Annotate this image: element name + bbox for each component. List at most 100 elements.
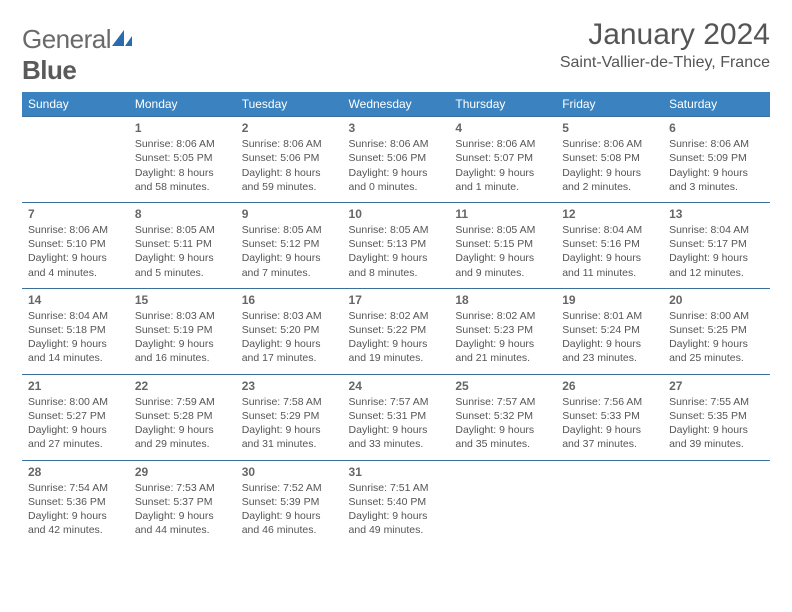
day-cell: 22Sunrise: 7:59 AMSunset: 5:28 PMDayligh… [129,374,236,460]
day-number: 10 [349,206,444,222]
day-number: 26 [562,378,657,394]
day-detail: Sunrise: 8:02 AM [455,309,550,323]
day-number: 4 [455,120,550,136]
day-cell: 5Sunrise: 8:06 AMSunset: 5:08 PMDaylight… [556,117,663,203]
day-cell: 29Sunrise: 7:53 AMSunset: 5:37 PMDayligh… [129,460,236,545]
day-number: 19 [562,292,657,308]
day-cell: 11Sunrise: 8:05 AMSunset: 5:15 PMDayligh… [449,202,556,288]
day-cell: 13Sunrise: 8:04 AMSunset: 5:17 PMDayligh… [663,202,770,288]
day-detail: Sunset: 5:06 PM [242,151,337,165]
day-detail: Sunrise: 7:59 AM [135,395,230,409]
day-detail: and 46 minutes. [242,523,337,537]
day-detail: Sunrise: 8:04 AM [562,223,657,237]
day-header: Saturday [663,92,770,117]
day-detail: Sunrise: 7:56 AM [562,395,657,409]
day-number: 3 [349,120,444,136]
day-cell: 18Sunrise: 8:02 AMSunset: 5:23 PMDayligh… [449,288,556,374]
day-header: Sunday [22,92,129,117]
day-detail: Daylight: 9 hours [242,509,337,523]
day-cell: 3Sunrise: 8:06 AMSunset: 5:06 PMDaylight… [343,117,450,203]
day-detail: Sunset: 5:27 PM [28,409,123,423]
day-detail: Daylight: 9 hours [669,251,764,265]
day-detail: Sunset: 5:18 PM [28,323,123,337]
calendar-body: 1Sunrise: 8:06 AMSunset: 5:05 PMDaylight… [22,117,770,546]
day-cell: 16Sunrise: 8:03 AMSunset: 5:20 PMDayligh… [236,288,343,374]
day-detail: and 49 minutes. [349,523,444,537]
day-detail: Sunrise: 8:06 AM [349,137,444,151]
day-cell: 23Sunrise: 7:58 AMSunset: 5:29 PMDayligh… [236,374,343,460]
day-cell: 1Sunrise: 8:06 AMSunset: 5:05 PMDaylight… [129,117,236,203]
day-detail: and 27 minutes. [28,437,123,451]
day-number: 30 [242,464,337,480]
day-detail: Daylight: 9 hours [28,251,123,265]
day-detail: and 21 minutes. [455,351,550,365]
day-detail: Sunrise: 8:05 AM [455,223,550,237]
day-number: 1 [135,120,230,136]
day-detail: Sunset: 5:31 PM [349,409,444,423]
day-detail: Daylight: 9 hours [135,423,230,437]
day-detail: Sunset: 5:06 PM [349,151,444,165]
day-detail: Sunrise: 8:06 AM [669,137,764,151]
header: GeneralBlue January 2024 Saint-Vallier-d… [22,18,770,86]
week-row: 14Sunrise: 8:04 AMSunset: 5:18 PM Dayligh… [22,288,770,374]
day-detail: Daylight: 9 hours [135,509,230,523]
day-detail: Daylight: 9 hours [349,423,444,437]
day-number: 31 [349,464,444,480]
page-title: January 2024 [560,18,770,52]
day-detail: and 33 minutes. [349,437,444,451]
day-cell: 25Sunrise: 7:57 AMSunset: 5:32 PMDayligh… [449,374,556,460]
day-cell [449,460,556,545]
day-detail: and 8 minutes. [349,266,444,280]
day-number: 5 [562,120,657,136]
day-detail: and 29 minutes. [135,437,230,451]
day-detail: Sunset: 5:33 PM [562,409,657,423]
day-detail: Sunrise: 8:03 AM [135,309,230,323]
day-detail: Daylight: 9 hours [242,423,337,437]
day-detail: Sunset: 5:40 PM [349,495,444,509]
day-number: 12 [562,206,657,222]
day-detail: Sunrise: 7:57 AM [455,395,550,409]
day-detail: Sunset: 5:19 PM [135,323,230,337]
day-detail: and 17 minutes. [242,351,337,365]
day-detail: Daylight: 9 hours [669,337,764,351]
day-detail: and 5 minutes. [135,266,230,280]
day-detail: Sunrise: 8:03 AM [242,309,337,323]
day-detail: Sunset: 5:10 PM [28,237,123,251]
day-cell: 20Sunrise: 8:00 AMSunset: 5:25 PMDayligh… [663,288,770,374]
day-detail: and 7 minutes. [242,266,337,280]
day-number: 7 [28,206,123,222]
day-detail: Sunrise: 8:00 AM [669,309,764,323]
day-detail: and 23 minutes. [562,351,657,365]
day-header: Friday [556,92,663,117]
day-detail: Sunset: 5:28 PM [135,409,230,423]
day-detail: Sunrise: 7:53 AM [135,481,230,495]
day-detail: Sunset: 5:07 PM [455,151,550,165]
day-detail: and 14 minutes. [28,351,123,365]
day-detail: Daylight: 9 hours [562,251,657,265]
day-detail: Daylight: 9 hours [349,251,444,265]
day-number: 14 [28,292,123,308]
day-detail: and 31 minutes. [242,437,337,451]
day-cell: 15Sunrise: 8:03 AMSunset: 5:19 PMDayligh… [129,288,236,374]
logo-sail-icon [112,24,132,54]
day-detail: Sunrise: 7:57 AM [349,395,444,409]
logo-text: GeneralBlue [22,24,132,86]
day-detail: Daylight: 9 hours [669,166,764,180]
day-cell: 31Sunrise: 7:51 AMSunset: 5:40 PMDayligh… [343,460,450,545]
day-detail: and 0 minutes. [349,180,444,194]
day-detail: Sunset: 5:13 PM [349,237,444,251]
day-detail: Sunrise: 8:06 AM [28,223,123,237]
day-number: 28 [28,464,123,480]
day-header: Tuesday [236,92,343,117]
day-detail: Sunrise: 8:06 AM [562,137,657,151]
day-detail: Sunrise: 7:54 AM [28,481,123,495]
day-cell [663,460,770,545]
day-number: 20 [669,292,764,308]
day-detail: and 19 minutes. [349,351,444,365]
day-detail: Sunrise: 8:00 AM [28,395,123,409]
day-detail: Sunrise: 8:06 AM [242,137,337,151]
day-number: 24 [349,378,444,394]
day-detail: Sunrise: 8:04 AM [28,309,123,323]
day-detail: Daylight: 9 hours [562,166,657,180]
day-detail: Daylight: 9 hours [349,337,444,351]
